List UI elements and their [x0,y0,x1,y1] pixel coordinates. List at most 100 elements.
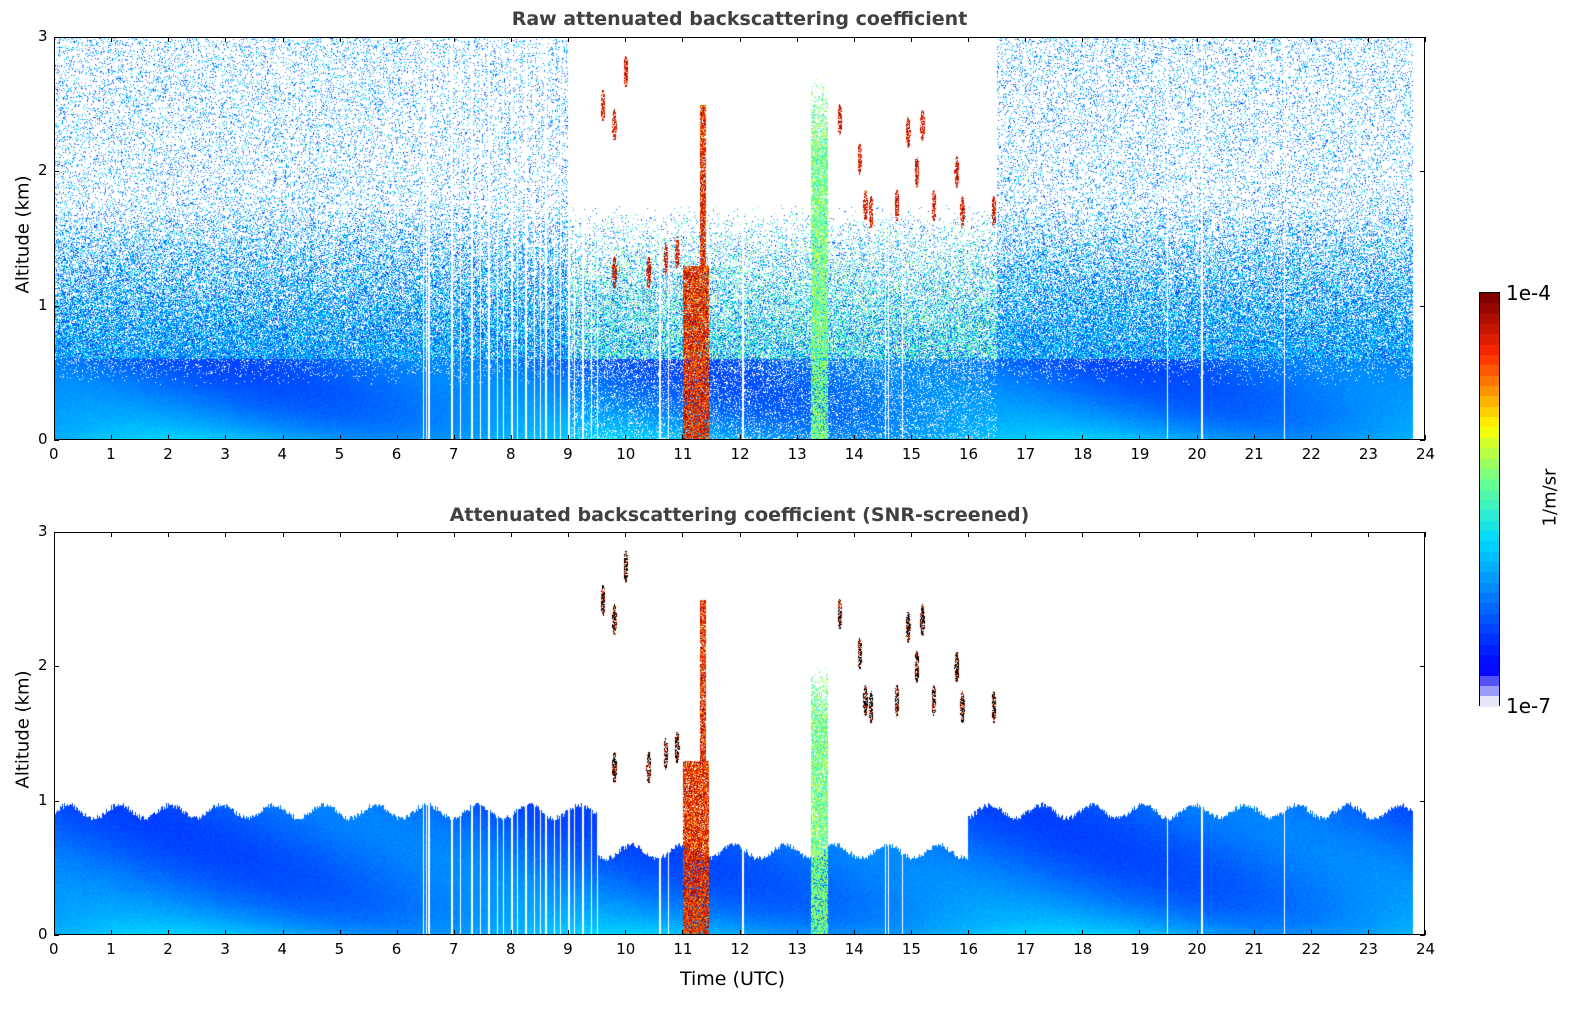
x-tick-label: 20 [1187,445,1207,463]
bottom-panel-title: Attenuated backscattering coefficient (S… [449,504,1030,526]
y-tick-mark [54,305,59,307]
x-tick-mark [168,37,170,42]
colorbar-step [1480,303,1499,314]
x-tick-label: 9 [563,445,573,463]
x-tick-label: 14 [844,445,864,463]
x-tick-mark [339,532,341,537]
x-tick-label: 18 [1073,940,1093,958]
x-tick-mark [796,532,798,537]
colorbar-step [1480,406,1499,418]
x-tick-label: 0 [49,445,59,463]
x-tick-label: 15 [901,940,921,958]
y-tick-label: 2 [38,161,48,180]
x-tick-label: 24 [1416,445,1436,463]
x-tick-mark [568,532,570,537]
x-tick-mark [1139,930,1141,935]
x-tick-mark [111,930,113,935]
x-tick-label: 11 [673,445,693,463]
y-tick-mark [1420,532,1425,533]
x-tick-label: 7 [448,445,459,463]
colorbar-step [1480,603,1499,614]
x-tick-label: 3 [220,940,230,958]
x-tick-mark [739,532,741,537]
x-tick-label: 20 [1187,940,1207,958]
x-tick-mark [1082,435,1084,440]
colorbar-step [1480,365,1499,376]
x-tick-mark [739,435,741,440]
x-tick-mark [1082,37,1084,42]
x-tick-label: 5 [334,940,345,958]
colorbar-step [1480,572,1499,583]
x-tick-mark [453,532,455,537]
x-tick-mark [1367,37,1369,42]
x-tick-mark [1253,435,1255,440]
x-axis-label: Time (UTC) [680,968,786,990]
colorbar-step [1480,448,1499,459]
x-tick-mark [682,532,684,537]
x-tick-mark [225,37,227,42]
x-tick-mark [853,435,855,440]
y-tick-label: 0 [38,430,48,448]
x-tick-mark [682,435,684,440]
x-tick-mark [739,37,741,42]
colorbar-step [1480,324,1499,335]
x-tick-label: 18 [1073,445,1093,463]
colorbar-step [1480,551,1499,562]
colorbar-step [1480,686,1499,697]
x-tick-mark [910,930,912,935]
x-tick-mark [396,930,398,935]
x-tick-mark [54,37,55,42]
x-tick-label: 17 [1016,445,1036,463]
colorbar-step [1480,655,1499,666]
x-tick-mark [54,435,55,440]
x-tick-label: 14 [844,940,864,958]
x-tick-label: 9 [563,940,573,958]
x-tick-mark [910,37,912,42]
x-tick-mark [339,37,341,42]
y-tick-mark [1420,666,1425,668]
x-tick-mark [1082,532,1084,537]
x-tick-mark [1025,37,1027,42]
x-tick-mark [225,930,227,935]
colorbar-step [1480,561,1499,573]
x-tick-label: 21 [1244,445,1264,463]
x-tick-mark [54,532,55,537]
x-tick-label: 8 [506,445,516,463]
colorbar-step [1480,520,1499,531]
colorbar-step [1480,386,1499,397]
x-tick-label: 13 [787,445,807,463]
top-y-axis-label: Altitude (km) [12,175,34,294]
x-tick-label: 12 [730,445,750,463]
x-tick-mark [111,435,113,440]
x-tick-mark [910,435,912,440]
colorbar [1479,292,1500,707]
colorbar-step [1480,396,1499,407]
colorbar-step [1480,375,1499,387]
x-tick-label: 2 [163,940,173,958]
x-tick-mark [853,532,855,537]
x-tick-mark [1196,37,1198,42]
x-tick-mark [1196,930,1198,935]
colorbar-step [1480,458,1499,469]
x-tick-mark [968,435,969,440]
x-tick-mark [511,37,512,42]
x-tick-mark [1196,435,1198,440]
x-tick-mark [1253,532,1255,537]
x-tick-label: 16 [959,940,979,958]
x-tick-label: 4 [277,445,288,463]
colorbar-step [1480,355,1499,366]
x-tick-mark [282,532,284,537]
x-tick-mark [168,930,170,935]
x-tick-mark [111,37,113,42]
y-tick-label: 0 [38,925,48,943]
colorbar-step [1480,644,1499,656]
x-tick-mark [682,37,684,42]
x-tick-mark [625,435,627,440]
x-tick-mark [968,37,969,42]
x-tick-label: 10 [616,445,636,463]
x-tick-mark [968,532,969,537]
x-tick-mark [1025,930,1027,935]
y-tick-mark [1420,800,1425,802]
x-tick-mark [396,435,398,440]
x-tick-mark [168,435,170,440]
